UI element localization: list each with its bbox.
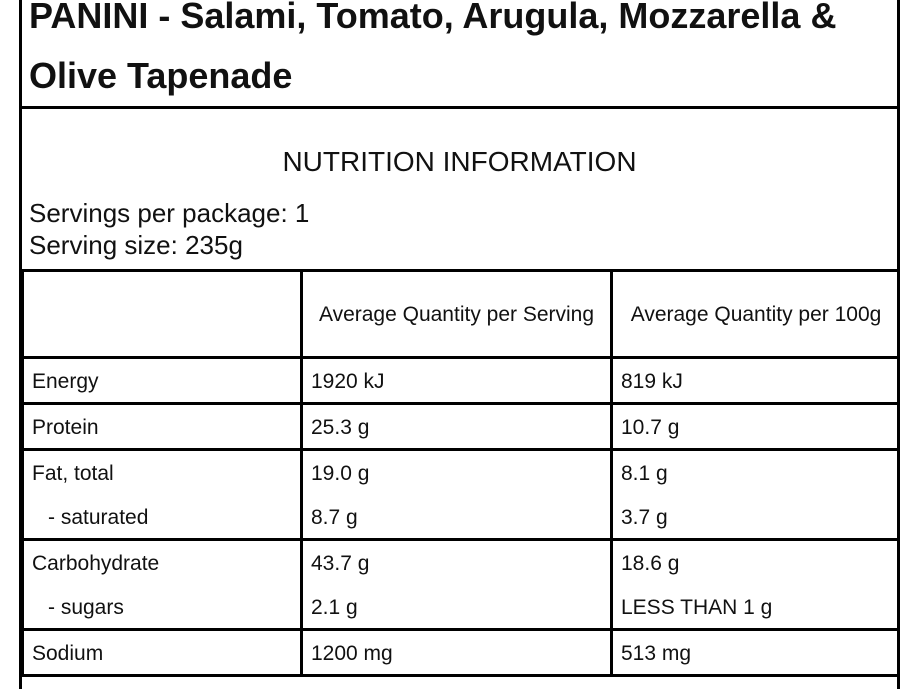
table-row: Energy 1920 kJ 819 kJ [22,356,897,405]
servings-per-package: Servings per package: 1 [29,198,310,228]
nutrient-value: 1200 mg [311,642,393,665]
nutrient-name: - sugars [48,596,124,619]
nutrient-value: 10.7 g [621,416,680,439]
nutrient-cell: Sodium [22,628,303,677]
value-cell: 819 kJ [610,356,897,405]
nutrient-value: 43.7 g [311,552,370,575]
nutrient-name: Fat, total [32,462,114,485]
nutrition-panel: NUTRITION INFORMATION Servings per packa… [22,106,897,677]
header-cell: Average Quantity per 100g [610,269,897,359]
value-cell: 10.7 g [610,402,897,451]
nutrient-value: 8.1 g [621,462,668,485]
value-cell: 513 mg [610,628,897,677]
panel-heading: NUTRITION INFORMATION [282,146,637,177]
nutrient-value: 18.6 g [621,552,680,575]
table-body: Energy 1920 kJ 819 kJ Protein 25.3 g 10.7 g Fa… [22,356,897,677]
header-cell: Average Quantity per Serving [300,269,613,359]
nutrient-cell: Carbohydrate - sugars [22,538,303,631]
nutrient-name: Energy [32,370,99,393]
header-cell [22,269,303,359]
nutrient-value: 19.0 g [311,462,370,485]
nutrient-cell: Protein [22,402,303,451]
table-row: Carbohydrate - sugars 43.7 g 2.1 g 18.6 g LES… [22,538,897,631]
nutrient-name: Carbohydrate [32,552,160,575]
table-row: Protein 25.3 g 10.7 g [22,402,897,451]
value-cell: 8.1 g 3.7 g [610,448,897,541]
serving-size: Serving size: 235g [29,230,243,260]
nutrient-value: 513 mg [621,642,692,665]
value-cell: 1200 mg [300,628,613,677]
nutrient-value: LESS THAN 1 g [621,596,773,619]
table-row: Fat, total - saturated 19.0 g 8.7 g 8.1 g 3.7… [22,448,897,541]
value-cell: 18.6 g LESS THAN 1 g [610,538,897,631]
nutrient-value: 2.1 g [311,596,358,619]
value-cell: 43.7 g 2.1 g [300,538,613,631]
label-frame: PANINI - Salami, Tomato, Arugula, Mozzar… [19,0,900,689]
nutrient-name: Sodium [32,642,104,665]
nutrient-value: 8.7 g [311,506,358,529]
nutrient-cell: Fat, total - saturated [22,448,303,541]
nutrient-name: Protein [32,416,99,439]
nutrition-table: Average Quantity per Serving Average Qua… [22,269,897,677]
nutrient-value: 819 kJ [621,370,683,393]
product-title: PANINI - Salami, Tomato, Arugula, Mozzar… [29,0,837,96]
servings: Servings per package: 1 Serving size: 23… [22,179,897,269]
value-cell: 1920 kJ [300,356,613,405]
table-row: Sodium 1200 mg 513 mg [22,628,897,677]
nutrient-name: - saturated [48,506,149,529]
nutrient-value: 3.7 g [621,506,668,529]
value-cell: 25.3 g [300,402,613,451]
nutrient-cell: Energy [22,356,303,405]
nutrient-value: 25.3 g [311,416,370,439]
nutrient-value: 1920 kJ [311,370,385,393]
value-cell: 19.0 g 8.7 g [300,448,613,541]
header-row: Average Quantity per Serving Average Qua… [22,269,897,359]
